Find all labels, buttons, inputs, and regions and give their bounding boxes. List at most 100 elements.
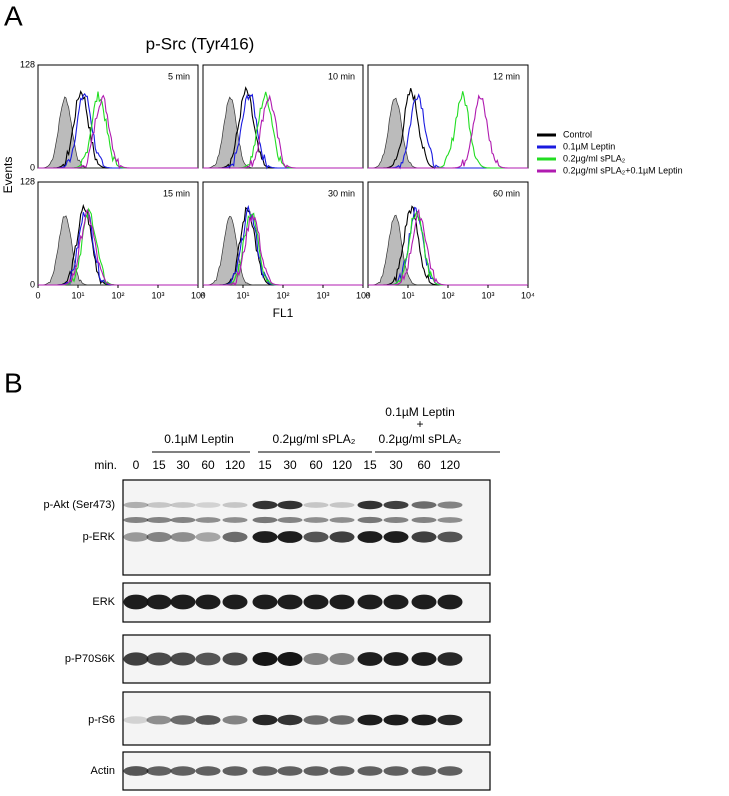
band: [277, 594, 303, 610]
x-tick-label: 10¹: [71, 290, 84, 300]
band: [123, 652, 149, 666]
band: [329, 653, 355, 665]
band: [329, 766, 355, 776]
band: [170, 532, 196, 542]
band: [195, 715, 221, 725]
band: [383, 652, 409, 666]
band: [170, 715, 196, 725]
lane-label: 120: [440, 458, 460, 472]
group-label: 0.1µM Leptin: [164, 432, 234, 446]
band: [357, 714, 383, 726]
lane-label: 60: [417, 458, 431, 472]
panel-title: p-Src (Tyr416): [146, 34, 255, 53]
band: [123, 594, 149, 610]
x-tick-label: 10⁴: [521, 290, 535, 300]
band: [195, 652, 221, 666]
lane-label: 15: [258, 458, 272, 472]
band: [123, 766, 149, 776]
band: [357, 766, 383, 776]
band: [437, 652, 463, 666]
band: [146, 715, 172, 725]
band: [357, 500, 383, 510]
band: [277, 652, 303, 666]
blot-label: Actin: [91, 765, 115, 777]
band: [252, 714, 278, 726]
band: [437, 714, 463, 726]
x-tick-label: 10³: [151, 290, 164, 300]
band: [123, 501, 149, 509]
band: [303, 517, 329, 523]
band: [329, 502, 355, 508]
plot-label: 60 min: [493, 188, 520, 198]
group-label: 0.2µg/ml sPLA₂: [379, 432, 462, 446]
band: [303, 502, 329, 508]
legend-label: 0.1µM Leptin: [563, 141, 615, 151]
band: [222, 517, 248, 523]
band: [437, 517, 463, 523]
band: [437, 766, 463, 776]
blot-label: p-P70S6K: [65, 653, 116, 665]
x-tick-label: 0: [200, 290, 205, 300]
lane-label: 120: [332, 458, 352, 472]
lane-label: 15: [152, 458, 166, 472]
band: [170, 594, 196, 610]
band: [383, 517, 409, 523]
y-tick-label: 128: [20, 59, 35, 69]
blot-label: p-rS6: [88, 714, 115, 726]
lane-label: 60: [309, 458, 323, 472]
band: [195, 532, 221, 542]
lane-label: 30: [283, 458, 297, 472]
x-tick-label: 10²: [441, 290, 454, 300]
plot-label: 15 min: [163, 188, 190, 198]
x-tick-label: 0: [365, 290, 370, 300]
band: [146, 532, 172, 542]
band: [252, 500, 278, 510]
band: [411, 714, 437, 726]
band: [437, 501, 463, 509]
band: [357, 594, 383, 610]
control-histogram: [368, 97, 528, 169]
legend-label: 0.2µg/ml sPLA₂: [563, 153, 626, 163]
x-tick-label: 10³: [316, 290, 329, 300]
band: [222, 715, 248, 725]
x-tick-label: 10³: [481, 290, 494, 300]
x-axis-label: FL1: [273, 306, 294, 320]
band: [277, 766, 303, 776]
band: [329, 594, 355, 610]
control-histogram: [203, 215, 363, 286]
band: [329, 517, 355, 523]
band: [222, 594, 248, 610]
band: [411, 501, 437, 509]
blot-label: ERK: [92, 596, 115, 608]
band: [252, 531, 278, 543]
band: [146, 594, 172, 610]
band: [146, 766, 172, 776]
control-histogram: [203, 96, 363, 169]
band: [195, 517, 221, 523]
band: [383, 714, 409, 726]
lane-label: 120: [225, 458, 245, 472]
band: [411, 517, 437, 523]
band: [383, 594, 409, 610]
x-tick-label: 10⁴: [191, 290, 205, 300]
band: [277, 517, 303, 523]
band: [357, 531, 383, 543]
band: [170, 652, 196, 666]
histogram: [368, 94, 528, 169]
band: [303, 766, 329, 776]
band: [357, 516, 383, 524]
lane-label: 0: [133, 458, 140, 472]
lane-label: 30: [176, 458, 190, 472]
histogram: [38, 94, 198, 170]
group-label: 0.1µM Leptin: [385, 405, 455, 419]
band: [411, 766, 437, 776]
x-tick-label: 10⁴: [356, 290, 370, 300]
x-tick-label: 10¹: [401, 290, 414, 300]
x-tick-label: 10²: [111, 290, 124, 300]
band: [411, 652, 437, 666]
control-histogram: [38, 215, 198, 286]
band: [437, 531, 463, 543]
band: [437, 594, 463, 610]
x-tick-label: 10¹: [236, 290, 249, 300]
